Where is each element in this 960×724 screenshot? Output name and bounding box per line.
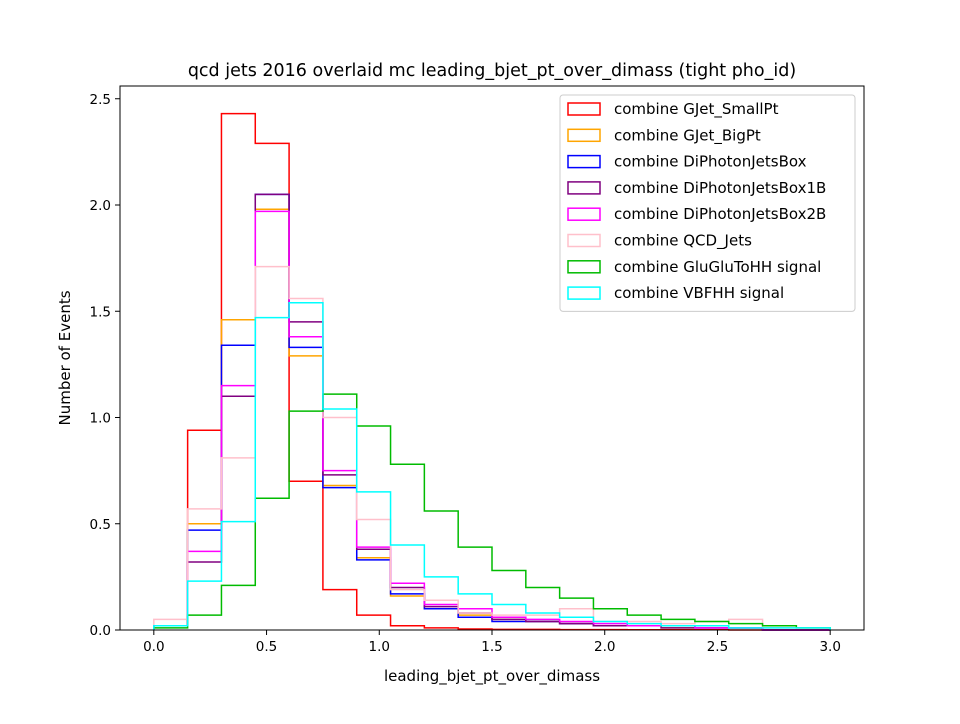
legend-swatch (567, 181, 601, 195)
legend-swatch (567, 286, 601, 300)
y-tick-label: 0.0 (90, 623, 111, 639)
legend-label: combine GJet_BigPt (614, 126, 761, 145)
legend-label: combine DiPhotonJetsBox (614, 153, 807, 171)
legend-swatch (567, 154, 601, 169)
x-tick-label: 2.0 (594, 639, 615, 655)
chart-title: qcd jets 2016 overlaid mc leading_bjet_p… (188, 61, 796, 81)
legend-swatch (567, 207, 601, 221)
x-tick-label: 0.0 (143, 639, 164, 655)
series-7-histogram (153, 302, 831, 630)
legend-swatch (567, 102, 601, 116)
legend-label: combine VBFHH signal (614, 284, 784, 302)
legend-swatch (567, 128, 601, 143)
legend-swatch (567, 233, 601, 248)
y-tick-label: 0.5 (90, 517, 111, 533)
legend-box (559, 94, 856, 312)
plot-area (153, 112, 831, 631)
legend-label: combine GluGluToHH signal (614, 258, 821, 276)
legend-label: combine DiPhotonJetsBox2B (614, 205, 826, 223)
axis-ticks: 0.0 0.5 1.0 1.5 2.0 2.5 3.0 0.0 0.5 1.0 1.5 2.0 2.5 (90, 92, 841, 655)
legend-label: combine QCD_Jets (614, 232, 752, 251)
y-tick-label: 1.0 (90, 411, 111, 427)
y-axis-label: Number of Events (56, 290, 74, 425)
y-tick-label: 2.0 (90, 198, 111, 214)
legend-label: combine DiPhotonJetsBox1B (614, 179, 826, 197)
x-tick-label: 0.5 (256, 639, 277, 655)
x-tick-label: 1.5 (481, 639, 502, 655)
x-tick-label: 1.0 (369, 639, 390, 655)
x-axis-label: leading_bjet_pt_over_dimass (384, 667, 600, 686)
x-tick-label: 2.5 (707, 639, 728, 655)
legend-swatch (567, 260, 601, 274)
legend-label: combine GJet_SmallPt (614, 100, 779, 119)
y-tick-label: 1.5 (90, 304, 111, 320)
x-tick-label: 3.0 (819, 639, 840, 655)
y-tick-label: 2.5 (90, 92, 111, 108)
